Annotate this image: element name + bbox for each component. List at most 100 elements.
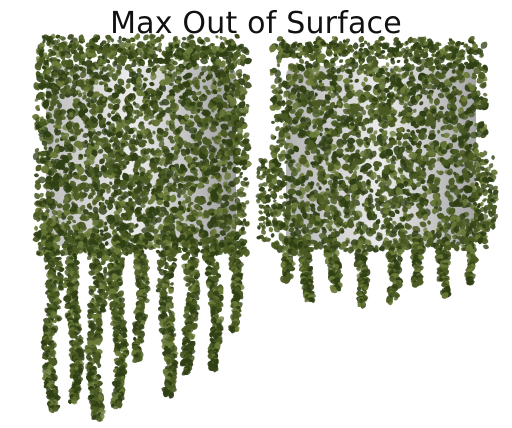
ivy-leaf (75, 163, 80, 170)
ivy-leaf (66, 173, 73, 180)
ivy-leaf (67, 215, 74, 221)
ivy-leaf (148, 121, 152, 125)
ivy-leaf (101, 196, 105, 202)
ivy-leaf (99, 229, 105, 233)
ivy-leaf (270, 233, 275, 238)
ivy-leaf (159, 84, 166, 92)
ivy-leaf (171, 146, 175, 151)
ivy-leaf (240, 180, 247, 187)
ivy-leaf (240, 46, 249, 54)
ivy-leaf (146, 183, 152, 187)
ivy-leaf (140, 203, 146, 208)
ivy-leaf (99, 158, 105, 165)
ivy-leaf (191, 209, 198, 216)
ivy-leaf (135, 197, 142, 206)
ivy-leaf (82, 91, 87, 96)
ivy-leaf (177, 192, 181, 199)
ivy-leaf (185, 196, 192, 204)
ivy-leaf (118, 35, 122, 40)
ivy-leaf (177, 200, 182, 206)
ivy-leaf (72, 53, 82, 60)
ivy-leaf (109, 181, 113, 186)
ivy-leaf (140, 74, 144, 78)
ivy-leaf (209, 125, 217, 133)
ivy-leaf (179, 188, 186, 195)
ivy-leaf (164, 127, 169, 132)
ivy-leaf (128, 191, 133, 197)
ivy-leaf (143, 116, 150, 122)
ivy-leaf (160, 229, 167, 236)
ivy-leaf (243, 81, 252, 89)
ivy-leaf (215, 35, 219, 39)
ivy-leaf (219, 35, 223, 41)
ivy-leaf (49, 64, 54, 71)
ivy-leaf (152, 130, 156, 135)
ivy-leaf (140, 86, 146, 91)
ivy-leaf (98, 109, 104, 114)
ivy-leaf (165, 120, 171, 126)
ivy-leaf (191, 182, 195, 187)
ivy-leaf (231, 222, 237, 229)
ivy-leaf (155, 95, 161, 101)
ivy-leaf (73, 63, 80, 72)
ivy-leaf (131, 61, 137, 68)
ivy-leaf (218, 195, 223, 199)
ivy-leaf (162, 148, 171, 155)
ivy-leaf (158, 212, 166, 218)
ivy-leaf (189, 115, 194, 119)
ivy-leaf (201, 79, 207, 83)
ivy-leaf (97, 55, 102, 59)
ivy-leaf (164, 153, 171, 159)
ivy-leaf (240, 151, 247, 157)
ivy-leaf (142, 134, 147, 139)
ivy-leaf (70, 180, 77, 188)
ivy-leaf (136, 130, 140, 134)
ivy-leaf (159, 206, 167, 213)
ivy-leaf (239, 171, 243, 176)
ivy-leaf (218, 62, 224, 67)
ivy-leaf (35, 164, 42, 172)
ivy-leaf (99, 70, 104, 75)
ivy-leaf (51, 214, 57, 223)
ivy-leaf (134, 56, 139, 62)
ivy-leaf (33, 173, 40, 178)
ivy-leaf (232, 155, 241, 163)
ivy-leaf (236, 72, 243, 77)
ivy-leaf (34, 148, 39, 153)
ivy-leaf (128, 197, 133, 202)
ivy-leaf (34, 225, 39, 231)
ivy-leaf (121, 62, 126, 67)
ivy-leaf (226, 187, 232, 195)
ivy-leaf (103, 225, 109, 230)
ivy-leaf (39, 223, 47, 230)
ivy-leaf (104, 250, 109, 256)
ivy-leaf (139, 198, 148, 205)
ivy-leaf (219, 143, 224, 149)
ivy-leaf (72, 219, 76, 224)
ivy-leaf (49, 58, 53, 63)
ivy-leaf (107, 112, 112, 119)
ivy-leaf (396, 59, 401, 63)
ivy-leaf (220, 123, 229, 131)
ivy-leaf (78, 92, 83, 98)
ivy-leaf (243, 177, 249, 181)
ivy-leaf (94, 196, 102, 202)
ivy-leaf (181, 36, 187, 41)
left-ivy-foliage (31, 33, 252, 423)
ivy-leaf (149, 81, 155, 87)
ivy-leaf (202, 85, 209, 90)
ivy-leaf (187, 189, 193, 197)
ivy-leaf (125, 129, 131, 134)
ivy-leaf (211, 108, 215, 113)
right-planter (255, 35, 499, 309)
ivy-leaf (159, 90, 163, 96)
ivy-leaf (149, 90, 156, 95)
ivy-leaf (125, 83, 131, 89)
ivy-leaf (116, 64, 123, 71)
left-planter (31, 33, 252, 423)
ivy-leaf (167, 70, 172, 75)
ivy-leaf (107, 103, 114, 110)
ivy-leaf (126, 78, 133, 84)
ivy-leaf (155, 249, 161, 254)
